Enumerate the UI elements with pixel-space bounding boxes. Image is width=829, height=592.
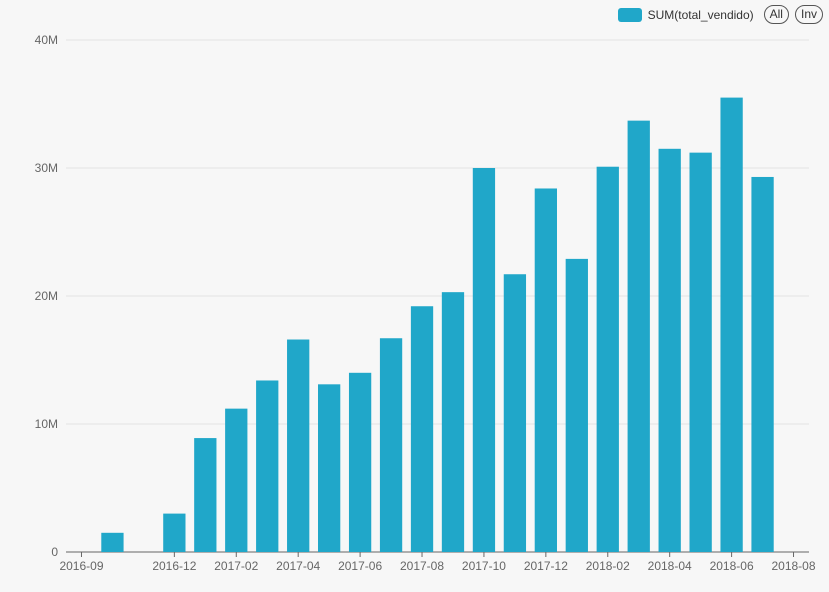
bars xyxy=(101,97,774,553)
bar-2018-06[interactable] xyxy=(720,97,743,552)
y-tick-label: 10M xyxy=(35,417,58,431)
x-tick-label: 2017-04 xyxy=(276,559,320,573)
y-tick-label: 20M xyxy=(35,289,58,303)
legend-all-button[interactable]: All xyxy=(763,5,789,24)
bar-2016-12[interactable] xyxy=(163,513,186,552)
bar-2017-05[interactable] xyxy=(318,384,341,552)
bar-2018-03[interactable] xyxy=(627,120,650,552)
bar-2017-09[interactable] xyxy=(441,292,465,552)
legend: SUM(total_vendido) All Inv xyxy=(617,5,823,24)
x-tick-label: 2018-06 xyxy=(710,559,754,573)
grid-lines xyxy=(66,39,809,425)
x-tick-label: 2016-12 xyxy=(152,559,196,573)
bar-2017-04[interactable] xyxy=(287,339,310,552)
bar-2017-01[interactable] xyxy=(194,438,217,552)
x-tick-label: 2017-02 xyxy=(214,559,258,573)
y-tick-label: 30M xyxy=(35,161,58,175)
legend-swatch[interactable] xyxy=(617,7,642,22)
bar-2018-01[interactable] xyxy=(565,258,588,552)
bar-2017-03[interactable] xyxy=(256,380,279,552)
bar-2017-02[interactable] xyxy=(225,408,248,552)
bar-2018-04[interactable] xyxy=(658,148,681,553)
bar-2017-07[interactable] xyxy=(379,338,403,552)
bar-2017-08[interactable] xyxy=(410,306,434,552)
bar-2017-10[interactable] xyxy=(472,168,496,552)
axes xyxy=(66,551,809,557)
y-tick-label: 0 xyxy=(51,545,58,559)
x-tick-label: 2016-09 xyxy=(59,559,103,573)
x-tick-label: 2017-08 xyxy=(400,559,444,573)
x-tick-label: 2017-10 xyxy=(462,559,506,573)
y-tick-label: 40M xyxy=(35,33,58,47)
bar-2017-11[interactable] xyxy=(503,274,527,552)
bar-2017-06[interactable] xyxy=(348,372,372,552)
bar-2018-07[interactable] xyxy=(751,176,774,552)
x-tick-label: 2017-06 xyxy=(338,559,382,573)
legend-series-label[interactable]: SUM(total_vendido) xyxy=(647,7,754,22)
bar-2018-05[interactable] xyxy=(689,152,712,552)
x-tick-label: 2017-12 xyxy=(524,559,568,573)
bar-2018-02[interactable] xyxy=(596,166,619,552)
x-tick-label: 2018-02 xyxy=(586,559,630,573)
bar-2016-10[interactable] xyxy=(101,532,124,552)
legend-inv-button[interactable]: Inv xyxy=(794,5,823,24)
x-tick-label: 2018-08 xyxy=(771,559,815,573)
tick-labels: 0 10M 20M 30M 40M 2016-09 2016-12 2017-02 2017-0… xyxy=(35,33,816,573)
x-tick-label: 2018-04 xyxy=(648,559,692,573)
bar-2017-12[interactable] xyxy=(534,188,557,553)
